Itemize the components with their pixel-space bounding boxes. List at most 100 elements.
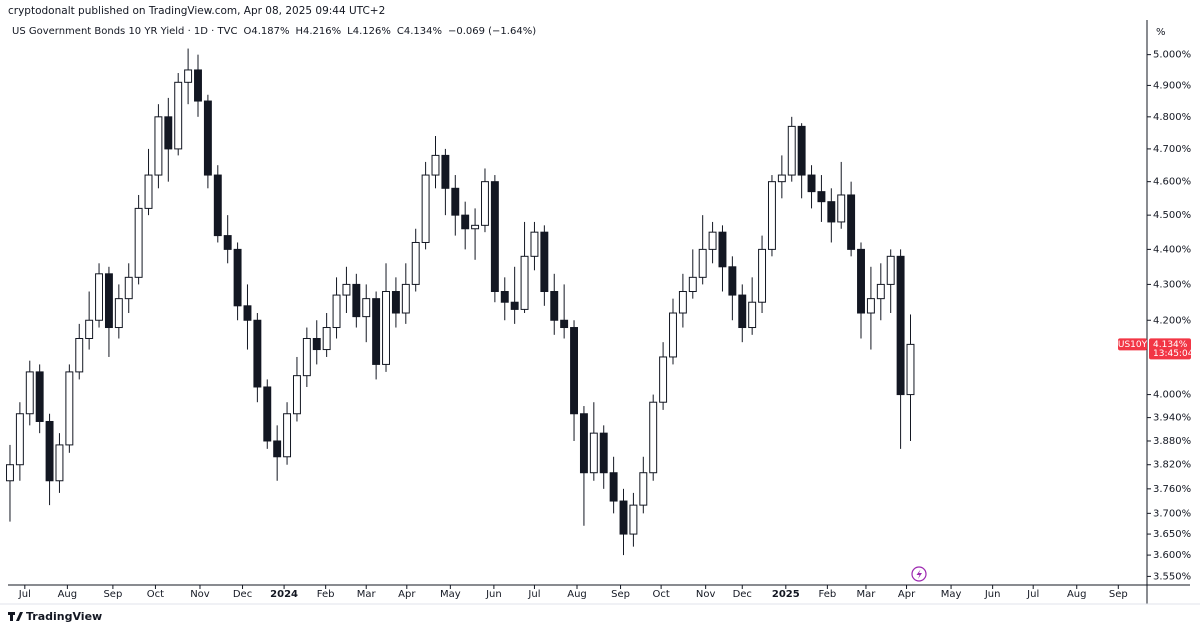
- x-tick-label: Nov: [696, 589, 716, 600]
- candle-body: [748, 301, 757, 329]
- candle-body: [827, 201, 836, 223]
- candle-body: [797, 125, 806, 176]
- candle-body: [520, 255, 529, 310]
- y-tick-label: 4.300%: [1153, 279, 1191, 290]
- last-price-badge: [1149, 338, 1191, 360]
- candle-body: [124, 276, 133, 300]
- legend-value: O4.187%: [243, 26, 289, 37]
- x-tick-label: Apr: [398, 589, 416, 600]
- x-tick-label: Jun: [485, 589, 502, 600]
- candle-body: [352, 283, 361, 318]
- publish-header: cryptodonalt published on TradingView.co…: [8, 5, 385, 17]
- x-tick-label: Sep: [611, 589, 630, 600]
- x-tick-label: Feb: [317, 589, 335, 600]
- candle-body: [372, 298, 381, 365]
- y-tick-label: 3.760%: [1153, 484, 1191, 495]
- candle-body: [886, 255, 895, 285]
- candle-body: [718, 231, 727, 268]
- candle-body: [391, 291, 400, 314]
- chart-title: US Government Bonds 10 YR Yield · 1D · T…: [12, 26, 237, 37]
- candles: [6, 48, 915, 556]
- candle-body: [6, 464, 14, 482]
- candle-body: [85, 319, 94, 339]
- candle-body: [233, 248, 242, 307]
- x-tick-label: Apr: [898, 589, 916, 600]
- candle-body: [669, 312, 677, 358]
- y-tick-label: 3.940%: [1153, 413, 1191, 424]
- y-tick-label: 4.500%: [1153, 210, 1191, 221]
- candle-body: [490, 181, 499, 293]
- candle-body: [787, 125, 796, 176]
- candle-body: [95, 273, 104, 321]
- candle-body: [906, 343, 915, 396]
- candle-body: [649, 401, 658, 474]
- x-tick-label: Aug: [1067, 589, 1087, 600]
- candle-body: [570, 327, 579, 415]
- candle-body: [154, 116, 163, 176]
- candle-body: [223, 235, 232, 250]
- candle-body: [678, 291, 687, 314]
- x-tick-label: May: [941, 589, 962, 600]
- candle-body: [273, 440, 282, 458]
- x-tick-label: May: [440, 589, 461, 600]
- x-tick-label: Mar: [857, 589, 877, 600]
- candle-body: [203, 100, 212, 176]
- candle-body: [708, 231, 717, 250]
- x-tick-label: Nov: [190, 589, 210, 600]
- candle-body: [213, 174, 222, 237]
- candle-body: [25, 371, 34, 415]
- y-tick-label: 4.900%: [1153, 80, 1191, 91]
- candle-body: [817, 191, 826, 203]
- candle-body: [847, 194, 856, 250]
- candle-body: [144, 174, 153, 209]
- candle-body: [698, 248, 707, 278]
- candle-body: [589, 432, 598, 474]
- candle-body: [738, 294, 747, 329]
- candle-body: [629, 504, 638, 535]
- candle-body: [184, 69, 193, 83]
- candle-body: [45, 420, 54, 482]
- y-unit: %: [1156, 27, 1166, 38]
- candle-body: [560, 319, 569, 329]
- legend-value: −0.069 (−1.64%): [448, 26, 536, 37]
- symbol-badge: [1118, 338, 1147, 351]
- candle-body: [688, 276, 697, 293]
- candle-body: [876, 283, 885, 300]
- candle-body: [134, 207, 143, 278]
- x-tick-label: 2025: [772, 589, 800, 600]
- candle-body: [292, 375, 301, 415]
- candle-body: [75, 337, 84, 373]
- x-tick-label: Sep: [103, 589, 122, 600]
- candle-body: [421, 174, 430, 243]
- y-tick-label: 3.880%: [1153, 436, 1191, 447]
- countdown-label: 13:45:04: [1153, 349, 1194, 359]
- last-price-label: 4.134%: [1153, 340, 1188, 350]
- candle-body: [777, 174, 786, 183]
- candle-body: [728, 266, 737, 296]
- candle-body: [461, 214, 470, 230]
- x-tick-label: Oct: [652, 589, 669, 600]
- candle-body: [609, 472, 618, 502]
- candle-body: [807, 174, 816, 193]
- x-tick-label: Feb: [819, 589, 837, 600]
- x-tick-label: Aug: [567, 589, 587, 600]
- candle-body: [857, 248, 865, 314]
- x-tick-label: Jul: [527, 589, 540, 600]
- candle-body: [322, 327, 331, 351]
- x-tick-label: Aug: [58, 589, 78, 600]
- candle-body: [758, 248, 767, 303]
- x-tick-label: Sep: [1109, 589, 1128, 600]
- x-tick-label: Dec: [233, 589, 252, 600]
- candle-body: [35, 371, 44, 422]
- lightning-icon: [911, 566, 927, 582]
- candle-body: [500, 291, 509, 303]
- candle-body: [104, 273, 113, 329]
- candle-body: [530, 231, 539, 257]
- candle-body: [540, 231, 549, 293]
- candle-body: [174, 81, 183, 150]
- candle-body: [619, 500, 628, 535]
- candle-body: [65, 371, 74, 446]
- y-tick-label: 4.800%: [1153, 112, 1191, 123]
